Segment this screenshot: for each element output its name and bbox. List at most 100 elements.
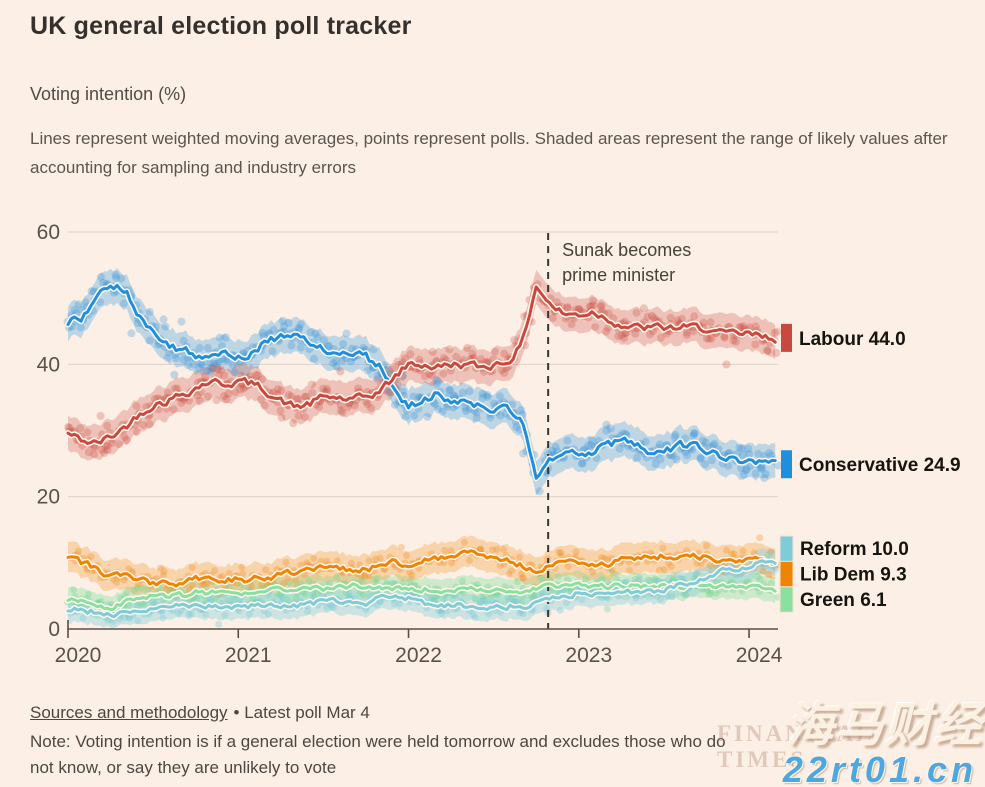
poll-point (620, 317, 629, 326)
trend-line-labour (66, 285, 777, 445)
poll-point (115, 440, 124, 449)
poll-point (294, 323, 303, 332)
poll-point (683, 328, 692, 337)
poll-point (228, 361, 237, 370)
poll-point (643, 312, 652, 321)
chart-description: Lines represent weighted moving averages… (30, 129, 948, 177)
poll-point (84, 591, 92, 598)
poll-point (164, 348, 173, 357)
poll-point (76, 424, 85, 433)
poll-point (639, 304, 648, 313)
poll-point (729, 336, 738, 345)
poll-point (656, 440, 664, 449)
trend-line-reform (66, 559, 777, 619)
poll-point (489, 399, 498, 408)
poll-point (518, 574, 526, 582)
poll-point (90, 450, 99, 459)
poll-point (690, 429, 699, 438)
poll-point (434, 405, 443, 414)
poll-point (111, 270, 120, 279)
poll-point (113, 578, 121, 586)
poll-point (276, 406, 285, 415)
poll-point (177, 398, 186, 407)
poll-point (519, 574, 527, 582)
poll-point (225, 569, 233, 577)
poll-point (763, 347, 772, 356)
poll-point (305, 577, 313, 585)
poll-point (730, 550, 738, 558)
poll-point (631, 576, 639, 583)
poll-point (103, 446, 112, 455)
poll-point (564, 563, 572, 570)
poll-point (304, 607, 312, 615)
poll-point (445, 345, 454, 354)
poll-point (606, 424, 615, 433)
poll-point (657, 333, 665, 342)
poll-point (765, 449, 774, 457)
poll-point (496, 562, 504, 570)
poll-point (651, 460, 660, 468)
poll-point (189, 582, 196, 590)
poll-point (201, 373, 210, 381)
poll-point (211, 595, 219, 603)
poll-point (403, 552, 410, 559)
poll-point (157, 564, 164, 572)
poll-point (712, 589, 720, 597)
poll-point (754, 573, 762, 581)
poll-point (221, 333, 230, 342)
sources-link[interactable]: Sources and methodology (30, 703, 228, 722)
poll-point (350, 401, 359, 410)
legend-label-lib-dem: Lib Dem 9.3 (800, 564, 907, 585)
poll-point (641, 437, 650, 446)
poll-point (672, 455, 681, 464)
poll-point (738, 444, 746, 453)
poll-point (496, 411, 505, 420)
footnote: Note: Voting intention is if a general e… (30, 732, 726, 777)
poll-point (127, 329, 136, 338)
poll-point (432, 380, 441, 388)
poll-point (670, 433, 679, 442)
poll-point (132, 402, 141, 411)
trend-line-conservative (66, 283, 777, 480)
poll-point (557, 549, 565, 557)
poll-point (138, 600, 146, 608)
poll-point (466, 556, 473, 564)
poll-point (511, 598, 519, 606)
poll-point (500, 369, 509, 378)
poll-point (483, 391, 492, 399)
poll-point (197, 359, 205, 368)
poll-point (469, 610, 477, 618)
poll-point (163, 353, 172, 362)
poll-point (609, 569, 617, 577)
poll-point (296, 343, 305, 352)
poll-point (597, 301, 606, 310)
poll-point (294, 395, 303, 404)
poll-point (480, 597, 488, 604)
poll-point (376, 554, 384, 562)
poll-point (538, 590, 546, 597)
poll-point (336, 406, 345, 415)
poll-point (280, 322, 289, 331)
poll-point (582, 575, 590, 583)
poll-point (377, 598, 385, 606)
poll-point (367, 404, 376, 413)
poll-point (575, 304, 584, 313)
poll-point (287, 341, 296, 350)
poll-point (508, 595, 516, 603)
poll-point (161, 322, 170, 331)
poll-point (620, 334, 629, 343)
poll-point (248, 583, 255, 591)
poll-point (125, 565, 133, 573)
poll-point (476, 599, 484, 607)
poll-point (74, 300, 83, 309)
poll-point (471, 595, 479, 603)
latest-poll-text: • Latest poll Mar 4 (233, 703, 370, 722)
poll-point (516, 609, 524, 617)
poll-point (278, 316, 287, 325)
poll-point (97, 445, 106, 454)
poll-point (536, 574, 544, 582)
poll-point (476, 545, 484, 553)
x-axis-tick-label: 2023 (565, 644, 612, 667)
poll-point (391, 600, 399, 608)
poll-point (495, 392, 504, 401)
